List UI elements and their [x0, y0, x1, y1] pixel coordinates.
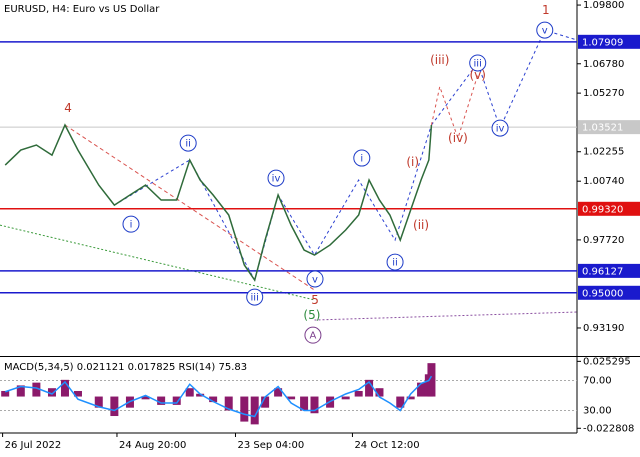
y-tick-label: 70.00 [583, 376, 612, 387]
macd-bar [224, 396, 233, 411]
macd-bar [310, 396, 319, 414]
level-label: 0.96127 [582, 266, 623, 277]
macd-bar [287, 396, 296, 400]
wave-label: (iii) [430, 53, 449, 67]
macd-bar [73, 390, 82, 397]
wave-label: (iv) [448, 131, 468, 145]
x-tick-label: 24 Oct 12:00 [354, 440, 419, 451]
wave-label: ii [185, 139, 191, 150]
macd-bar [94, 396, 103, 408]
wave-label: v [542, 26, 548, 37]
rsi-line [4, 375, 433, 418]
wave-circle [122, 215, 140, 233]
y-tick-label: 30.00 [583, 406, 612, 417]
wave-label: 5 [311, 293, 319, 307]
macd-bar [172, 396, 181, 405]
level-label: 1.03521 [582, 123, 623, 134]
y-tick-label: 1.05270 [583, 88, 624, 99]
y-tick-label: 0.93190 [583, 323, 624, 334]
wave-label: v [312, 274, 318, 285]
wave-label: iii [474, 58, 482, 69]
x-tick-label: 26 Jul 2022 [5, 440, 62, 451]
macd-bar [47, 388, 56, 397]
level-label: 0.99320 [582, 204, 623, 215]
wave-label: (i) [406, 155, 419, 169]
macd-bar [274, 388, 283, 397]
macd-bar [32, 382, 41, 397]
wave-circle [304, 326, 322, 344]
y-tick-label: 1.00740 [583, 176, 624, 187]
wave-label: i [360, 154, 363, 165]
wave-label: (ii) [413, 218, 429, 232]
wave-label: i [130, 220, 133, 231]
wave-circle [267, 169, 285, 187]
wave-circle [306, 270, 324, 288]
wave-label: 4 [64, 101, 72, 115]
wave-circle [386, 253, 404, 271]
wave-label: (v) [469, 68, 485, 82]
y-tick-label: 0.025295 [583, 356, 631, 367]
indicator-title: MACD(5,34,5) 0.021121 0.017825 RSI(14) 7… [4, 362, 247, 373]
macd-bar [209, 396, 218, 403]
wave-label: ii [392, 258, 398, 269]
level-box [578, 120, 640, 135]
wave-circle [179, 134, 197, 152]
wave-label: iv [496, 124, 505, 135]
macd-bar [16, 385, 25, 397]
wave-label: iii [251, 293, 259, 304]
macd-bar [1, 390, 10, 397]
macd-bar [341, 396, 350, 400]
chart-title: EURUSD, H4: Euro vs US Dollar [4, 4, 160, 15]
wave-circle [353, 149, 371, 167]
macd-bar [261, 396, 270, 408]
macd-bar [196, 393, 205, 397]
y-tick-label: 1.09800 [583, 0, 624, 11]
macd-bar [375, 388, 384, 397]
level-box [578, 285, 640, 300]
wave-circle [491, 119, 509, 137]
wave-circle [536, 21, 554, 39]
y-tick-label: 0.97720 [583, 235, 624, 246]
y-tick-label: 1.02255 [583, 147, 624, 158]
macd-bar [300, 396, 309, 411]
level-box [578, 201, 640, 216]
wave-label: (5) [303, 308, 320, 322]
wave-circle [469, 54, 487, 72]
macd-bar [417, 382, 426, 397]
wave-label: 1 [542, 3, 550, 17]
level-box [578, 34, 640, 49]
y-tick-label: -0.022808 [583, 423, 634, 434]
wave-circle [246, 288, 264, 306]
wave-line [64, 124, 315, 291]
level-label: 1.07909 [582, 37, 623, 48]
macd-bar [365, 379, 374, 397]
x-tick-label: 23 Sep 04:00 [237, 440, 304, 451]
wave-label: iv [272, 174, 281, 185]
macd-bar [110, 396, 119, 417]
level-box [578, 263, 640, 278]
price-line [4, 123, 433, 282]
wave-line [0, 224, 315, 301]
wave-line [430, 74, 479, 140]
macd-bar [240, 396, 249, 422]
macd-bar [60, 379, 69, 397]
macd-bar [250, 396, 259, 425]
macd-bar [406, 396, 415, 400]
y-tick-label: 1.06780 [583, 59, 624, 70]
macd-bar [185, 388, 194, 397]
macd-bar [427, 363, 436, 397]
macd-bar [354, 390, 363, 397]
wave-label: A [310, 331, 317, 342]
macd-bar [396, 396, 405, 408]
macd-bar [141, 396, 150, 400]
x-tick-label: 24 Aug 20:00 [119, 440, 186, 451]
level-label: 0.95000 [582, 288, 623, 299]
macd-bar [157, 396, 166, 405]
